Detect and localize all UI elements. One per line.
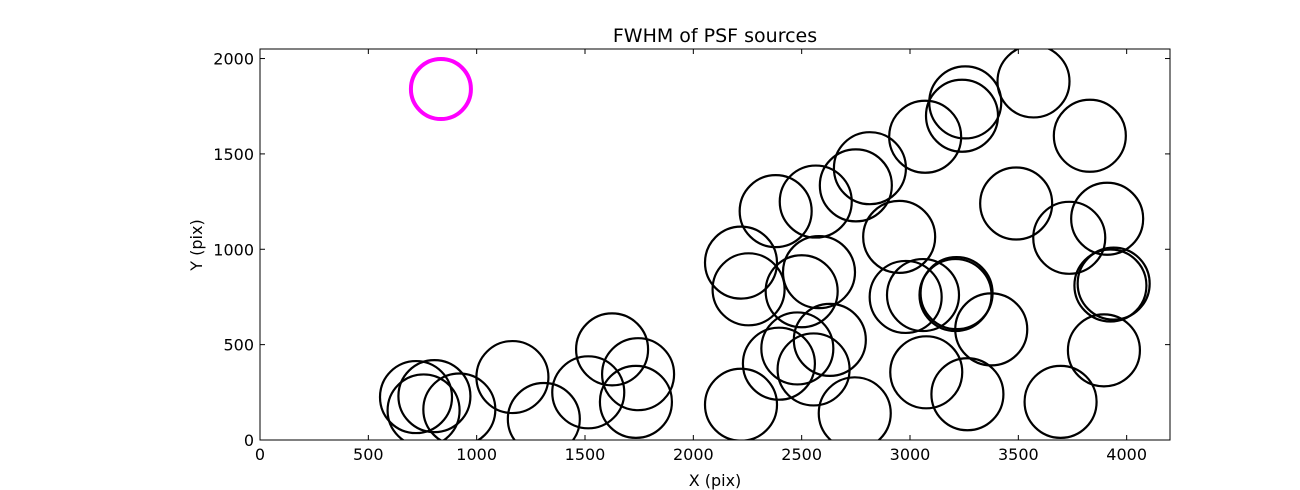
- y-tick-label: 1000: [213, 240, 254, 259]
- x-tick-label: 2000: [673, 445, 714, 464]
- x-tick-label: 500: [353, 445, 384, 464]
- psf-source-marker: [711, 252, 786, 327]
- psf-source-marker: [760, 311, 835, 386]
- psf-source-marker: [930, 357, 1005, 432]
- x-tick-label: 1000: [456, 445, 497, 464]
- psf-source-marker: [1032, 200, 1107, 275]
- psf-source-marker: [818, 148, 893, 223]
- psf-source-marker: [862, 199, 937, 274]
- psf-source-marker: [764, 254, 839, 329]
- psf-source-marker: [574, 312, 650, 387]
- psf-source-marker: [741, 326, 817, 401]
- psf-source-marker: [1076, 246, 1151, 321]
- psf-source-marker: [928, 65, 1003, 140]
- chart-title: FWHM of PSF sources: [613, 25, 817, 47]
- x-tick-label: 3000: [890, 445, 931, 464]
- psf-source-marker: [781, 235, 857, 310]
- psf-source-marker: [1052, 98, 1127, 173]
- psf-source-marker: [792, 302, 867, 377]
- psf-source-marker: [817, 376, 892, 440]
- psf-source-marker: [778, 164, 853, 239]
- psf-source-marker: [738, 174, 813, 249]
- x-tick-label: 2500: [781, 445, 822, 464]
- psf-source-marker: [979, 166, 1054, 241]
- x-tick-label: 3500: [998, 445, 1039, 464]
- psf-source-marker: [888, 99, 963, 174]
- psf-source-marker: [1023, 364, 1098, 439]
- y-tick-label: 500: [223, 336, 254, 355]
- psf-source-marker: [1070, 181, 1145, 256]
- y-axis: 0 500 1000 1500 2000: [213, 50, 1170, 450]
- psf-source-marker: [386, 373, 461, 440]
- y-tick-label: 2000: [213, 50, 254, 69]
- psf-source-marker: [703, 225, 779, 300]
- psf-source-marker: [885, 257, 961, 333]
- psf-source-marker: [703, 367, 779, 440]
- psf-source-marker: [506, 381, 581, 440]
- psf-source-marker: [378, 359, 454, 435]
- psf-source-marker: [954, 292, 1029, 367]
- psf-source-marker: [397, 359, 472, 434]
- y-axis-label: Y (pix): [187, 219, 206, 271]
- psf-source-marker: [889, 335, 964, 410]
- x-tick-label: 1500: [565, 445, 606, 464]
- x-axis-label: X (pix): [689, 471, 742, 490]
- psf-source-marker: [996, 49, 1071, 119]
- plot-frame: [259, 48, 1171, 441]
- psf-source-marker: [551, 355, 626, 430]
- psf-source-marker: [598, 364, 674, 439]
- reference-fwhm-marker: [408, 57, 473, 122]
- marker-layer: [378, 49, 1151, 440]
- y-tick-label: 0: [244, 431, 254, 450]
- x-tick-label: 4000: [1106, 445, 1147, 464]
- psf-source-marker: [832, 131, 908, 206]
- psf-source-marker: [1066, 313, 1142, 388]
- psf-source-marker: [868, 259, 943, 335]
- x-tick-label: 0: [255, 445, 265, 464]
- x-axis: 0 500 1000 1500 2000 2500 3000 3500 4000: [255, 49, 1147, 464]
- psf-source-marker: [1073, 248, 1148, 323]
- y-tick-label: 1500: [213, 145, 254, 164]
- psf-source-marker: [600, 337, 676, 412]
- psf-source-marker: [475, 339, 550, 415]
